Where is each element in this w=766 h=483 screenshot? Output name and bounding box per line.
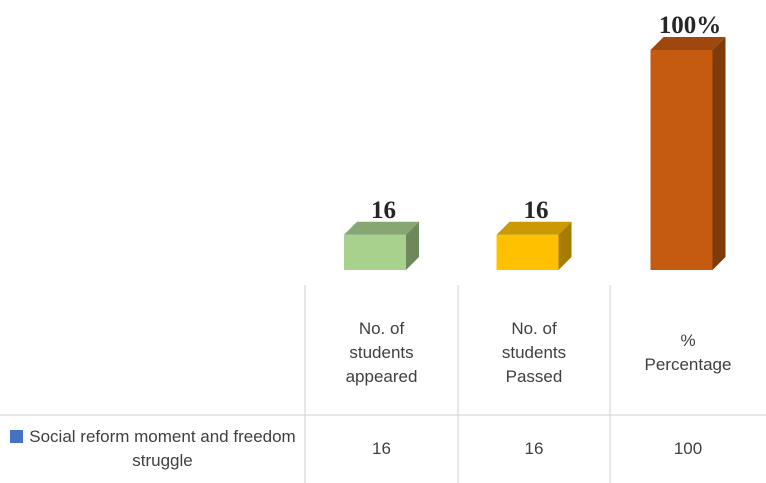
bar-top — [650, 37, 726, 50]
series-name: Social reform moment and freedom struggl… — [29, 427, 296, 470]
legend-key — [10, 430, 23, 443]
bar-side — [406, 221, 419, 270]
bar-front — [650, 50, 713, 270]
table-value: 100 — [673, 439, 703, 458]
bar-side — [558, 221, 572, 270]
bar-side — [712, 37, 726, 270]
table-value: 16 — [524, 439, 544, 458]
table-value: 16 — [372, 439, 391, 458]
category-label: % Percentage — [644, 330, 732, 374]
bar-front — [496, 234, 559, 270]
value-label: 16 — [371, 197, 396, 224]
category-label: No. of students appeared — [345, 318, 418, 386]
bar-top — [344, 221, 419, 235]
category-label: No. of students Passed — [501, 318, 567, 386]
bar-top — [496, 221, 572, 235]
bar-front — [344, 234, 406, 270]
value-label: 100% — [659, 12, 722, 39]
value-label: 16 — [524, 197, 549, 224]
